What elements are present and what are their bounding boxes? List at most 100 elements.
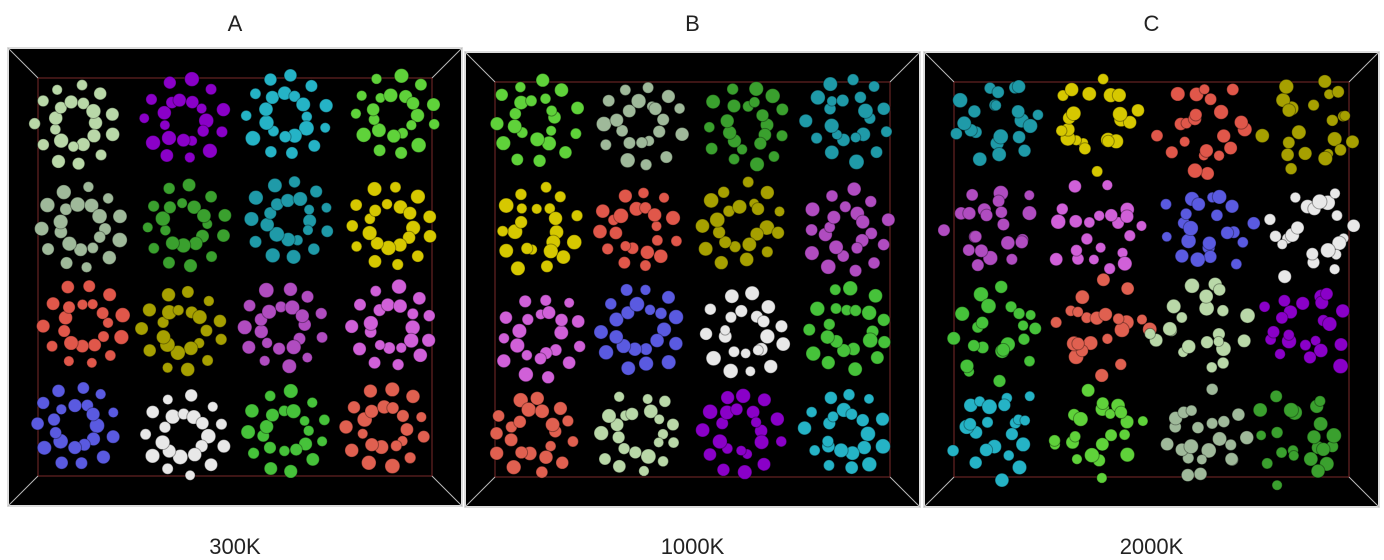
atom [114,330,128,344]
atom [1334,338,1347,351]
atom [143,344,156,357]
atom [736,446,746,456]
atom [639,466,649,476]
atom [825,145,839,159]
atom [742,237,756,251]
atom [556,250,570,264]
atom [544,244,558,258]
atom [947,445,959,457]
atom [160,149,173,162]
atom [181,363,195,377]
atom [594,426,608,440]
atom [184,259,197,272]
atom [249,236,261,248]
atom [834,443,848,457]
atom [1276,312,1288,324]
atom [244,300,256,312]
atom [964,418,976,430]
atom [205,458,218,471]
atom [878,336,891,349]
atom [345,444,359,458]
atom [776,436,787,447]
atom [713,226,725,238]
atom [668,437,679,448]
atom [811,132,822,143]
atom [1092,166,1103,177]
atom [511,154,523,166]
atom [245,404,259,418]
atom [57,185,71,199]
atom [515,189,527,201]
atom [304,204,314,214]
atom [1023,119,1037,133]
atom [1225,439,1236,450]
atom [720,114,734,128]
atom [571,210,582,221]
atom [412,250,424,262]
atom [761,186,775,200]
atom [1327,115,1339,127]
atom [384,88,398,102]
atom [1306,248,1318,260]
atom [279,131,291,143]
atom [798,421,812,435]
atom [262,305,276,319]
atom [1264,214,1275,225]
atom [296,97,310,111]
atom [869,81,880,92]
atom [1095,369,1108,382]
atom [1082,384,1095,397]
atom [640,159,651,170]
atom [1217,129,1231,143]
atom [1213,284,1225,296]
atom [1201,336,1213,348]
atom [623,137,635,149]
atom [182,286,194,298]
atom [83,182,94,193]
atom [769,151,780,162]
panel-caption: 2000K [1120,534,1184,559]
atom [53,215,67,229]
panel-label: C [1144,11,1160,36]
atom [749,97,760,108]
atom [602,243,613,254]
atom [849,154,864,169]
atom [619,189,632,202]
atom [162,131,176,145]
atom [1206,418,1217,429]
atom [72,157,84,169]
atom [87,299,97,309]
atom [490,427,503,440]
atom [1205,93,1217,105]
atom [500,311,513,324]
atom [47,341,58,352]
atom [1321,243,1336,258]
atom [555,191,566,202]
atom [613,460,626,473]
panel-caption: 300K [209,534,261,559]
atom [406,390,420,404]
atom [803,324,815,336]
atom [1253,403,1267,417]
atom [215,334,226,345]
atom [861,426,876,441]
atom [593,225,607,239]
atom [1270,390,1282,402]
atom [31,417,44,430]
atom [202,355,213,366]
atom [1136,221,1146,231]
atom [752,203,765,216]
atom [1225,453,1238,466]
atom [856,215,870,229]
atom [1029,322,1041,334]
atom [975,244,988,257]
atom [165,409,180,424]
atom [370,286,381,297]
atom [1162,232,1172,242]
atom [674,103,685,114]
atom [850,305,861,316]
atom [535,404,549,418]
atom [754,435,768,449]
atom [367,182,381,196]
atom [206,251,217,262]
